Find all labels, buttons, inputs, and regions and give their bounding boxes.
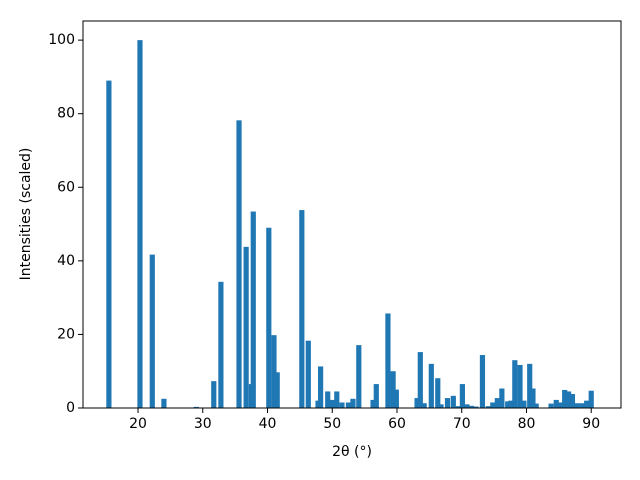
bar (533, 403, 539, 408)
bar (588, 390, 594, 408)
bar (455, 406, 462, 408)
bar (553, 399, 559, 408)
bar (565, 391, 572, 408)
plot-frame (82, 20, 622, 409)
bar (218, 281, 224, 408)
bar (243, 246, 249, 408)
bar (558, 402, 564, 408)
bar (438, 404, 444, 408)
bar (193, 406, 199, 408)
bar (266, 227, 272, 408)
bar (473, 406, 479, 408)
x-tick-label: 20 (129, 416, 147, 432)
bar (444, 398, 451, 408)
y-tick-label: 60 (57, 179, 75, 195)
bar (530, 388, 536, 408)
x-tick-label: 70 (453, 416, 471, 432)
x-tick-label: 60 (388, 416, 406, 432)
y-axis-label: Intensities (scaled) (18, 148, 34, 281)
bar (393, 389, 399, 408)
bar (250, 211, 256, 408)
bar (574, 403, 580, 408)
y-tick-label: 20 (57, 326, 75, 342)
bar (356, 345, 362, 408)
bar (459, 384, 465, 408)
bar (584, 400, 590, 408)
bar (485, 406, 491, 408)
y-tick-label: 80 (57, 106, 75, 122)
bar (274, 372, 280, 408)
bar (271, 335, 277, 408)
bar (499, 388, 505, 408)
bar (334, 391, 340, 408)
bar (329, 399, 335, 408)
bar (149, 254, 155, 408)
bar (106, 80, 112, 408)
y-tick-label: 100 (48, 32, 75, 48)
bar (299, 210, 305, 408)
bar (527, 363, 533, 408)
bar (569, 394, 576, 408)
bar (318, 366, 324, 408)
bar (373, 384, 379, 408)
bar (517, 364, 523, 408)
bar (350, 398, 356, 408)
bar (428, 363, 434, 408)
bar (390, 371, 396, 408)
bar (450, 395, 456, 408)
bar (161, 398, 167, 408)
bar (479, 355, 486, 408)
bar (385, 313, 391, 408)
x-tick-label: 40 (259, 416, 277, 432)
bar (305, 340, 311, 408)
bar (562, 389, 568, 408)
bar (417, 352, 423, 408)
bar (236, 120, 242, 408)
y-tick-label: 40 (57, 253, 75, 269)
bar (421, 403, 427, 408)
x-axis-label: 2θ (°) (332, 444, 372, 460)
x-tick-label: 90 (582, 416, 600, 432)
y-tick-label: 0 (66, 400, 75, 416)
bar (339, 402, 345, 408)
bar (315, 400, 321, 408)
bar (494, 398, 500, 408)
bar (464, 404, 470, 408)
bar (579, 403, 585, 408)
bar (211, 381, 217, 408)
bar (521, 400, 527, 408)
bar (512, 360, 518, 408)
bar (414, 398, 420, 408)
x-tick-label: 50 (323, 416, 341, 432)
bar (468, 405, 475, 408)
bar (370, 399, 376, 408)
bar (505, 401, 511, 408)
x-tick-label: 80 (518, 416, 536, 432)
bar (490, 402, 496, 408)
bar (435, 378, 441, 408)
x-tick-label: 30 (194, 416, 212, 432)
bar (345, 402, 352, 408)
bar (508, 400, 514, 408)
bar (548, 403, 554, 408)
bar (137, 40, 143, 409)
bar (325, 391, 331, 408)
